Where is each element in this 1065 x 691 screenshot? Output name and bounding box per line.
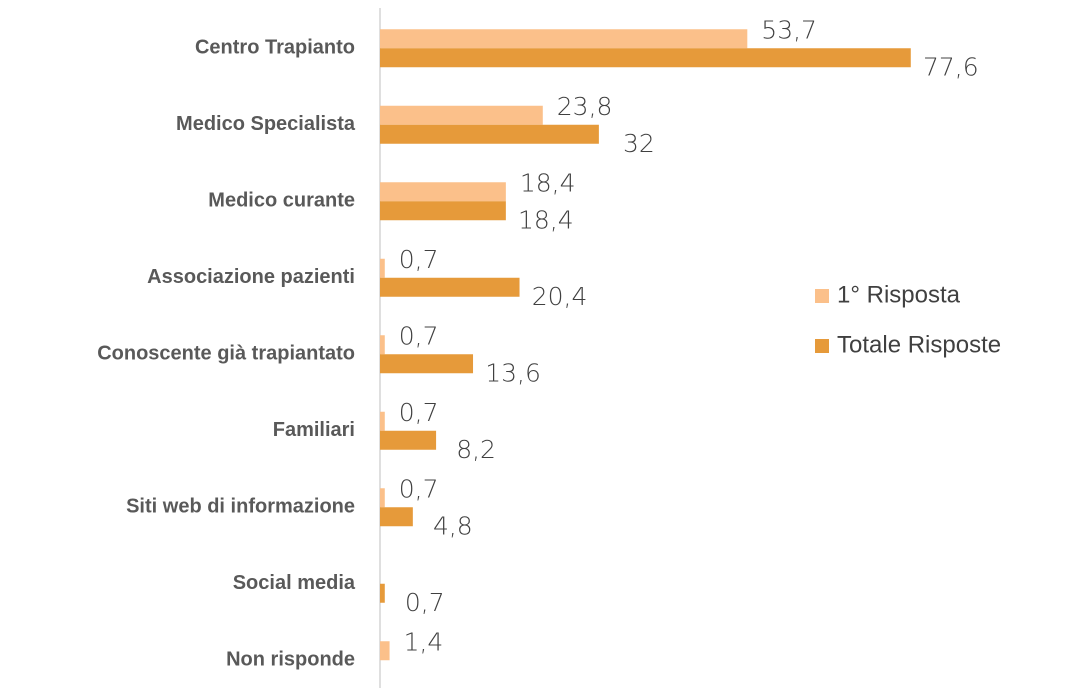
category-label: Medico curante bbox=[208, 190, 355, 212]
bar bbox=[380, 354, 474, 374]
category-label: Social media bbox=[233, 572, 356, 594]
bar bbox=[380, 641, 390, 661]
bar bbox=[380, 182, 506, 202]
category-label: Associazione pazienti bbox=[147, 266, 355, 288]
value-label: 0,7 bbox=[399, 245, 439, 274]
category-label: Siti web di informazione bbox=[126, 496, 355, 518]
legend-label: Totale Risposte bbox=[837, 331, 1001, 358]
legend-label: 1° Risposta bbox=[837, 281, 961, 308]
bar bbox=[380, 48, 911, 68]
bar bbox=[380, 411, 385, 431]
bar bbox=[380, 507, 413, 527]
value-label: 77,6 bbox=[923, 52, 979, 81]
bar bbox=[380, 124, 599, 144]
bar bbox=[380, 258, 385, 278]
value-label: 18,4 bbox=[520, 168, 576, 197]
category-label: Familiari bbox=[273, 419, 355, 441]
value-label: 8,2 bbox=[456, 435, 496, 464]
value-label: 20,4 bbox=[532, 282, 588, 311]
value-label: 0,7 bbox=[399, 398, 439, 427]
category-label: Non risponde bbox=[226, 649, 355, 671]
category-label: Conoscente già trapiantato bbox=[97, 343, 355, 365]
value-label: 0,7 bbox=[405, 588, 445, 617]
bar bbox=[380, 488, 385, 508]
value-label: 32 bbox=[623, 129, 655, 158]
value-label: 23,8 bbox=[557, 92, 613, 121]
value-label: 0,7 bbox=[399, 474, 439, 503]
value-label: 13,6 bbox=[485, 358, 541, 387]
category-label: Medico Specialista bbox=[176, 113, 356, 135]
legend-swatch bbox=[815, 289, 829, 303]
value-label: 1,4 bbox=[404, 627, 444, 656]
bar bbox=[380, 430, 437, 450]
value-label: 18,4 bbox=[518, 205, 574, 234]
value-label: 53,7 bbox=[761, 15, 817, 44]
value-label: 0,7 bbox=[399, 321, 439, 350]
bar bbox=[380, 201, 506, 221]
bar bbox=[380, 29, 748, 49]
bar bbox=[380, 335, 385, 355]
bar bbox=[380, 583, 385, 603]
value-label: 4,8 bbox=[433, 511, 473, 540]
category-label: Centro Trapianto bbox=[195, 37, 355, 59]
bar bbox=[380, 105, 543, 125]
legend-swatch bbox=[815, 339, 829, 353]
bar bbox=[380, 277, 520, 297]
